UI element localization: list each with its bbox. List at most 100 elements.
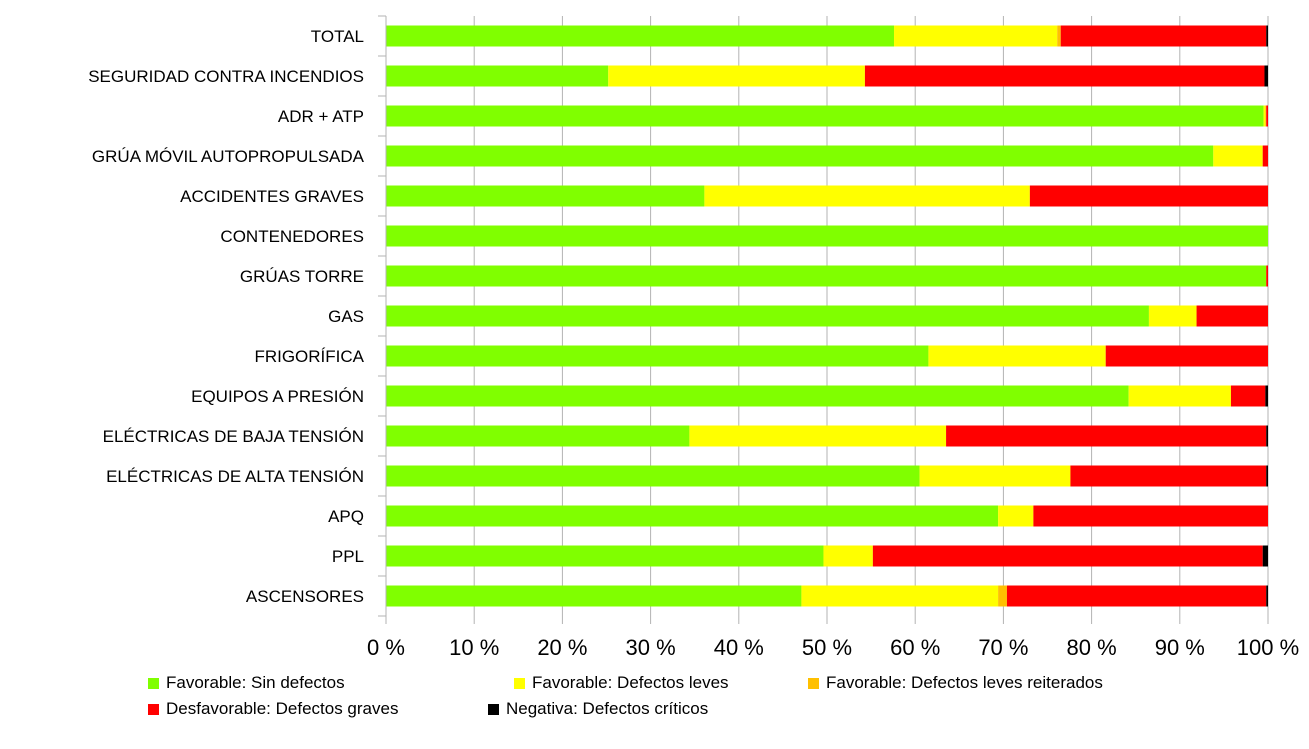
legend-swatch	[514, 677, 525, 689]
bar-segment	[1060, 25, 1267, 47]
legend-label: Favorable: Sin defectos	[166, 673, 345, 692]
bar-segment	[386, 225, 1268, 247]
bar-segment	[386, 185, 705, 207]
x-tick-label: 20 %	[537, 635, 587, 660]
legend-swatch	[488, 703, 499, 715]
bar-segment	[1265, 385, 1268, 407]
x-tick-label: 10 %	[449, 635, 499, 660]
category-label: ACCIDENTES GRAVES	[180, 187, 364, 206]
x-tick-labels: 0 % 10 % 20 % 30 % 40 % 50 % 60 % 70 % 80 % 90 % 1…	[367, 635, 1299, 660]
legend-row: Desfavorable: Defectos graves Negativa: …	[148, 696, 1248, 722]
category-label: ADR + ATP	[278, 107, 364, 126]
bar-segment	[1265, 105, 1267, 127]
bar-segment	[919, 465, 1071, 487]
bar-segment	[1230, 385, 1266, 407]
bar-segment	[704, 185, 1030, 207]
bar-segment	[386, 385, 1129, 407]
bar-segment	[1266, 425, 1268, 447]
bar-segment	[1266, 465, 1268, 487]
category-label: GAS	[328, 307, 364, 326]
category-label: SEGURIDAD CONTRA INCENDIOS	[88, 67, 364, 86]
x-tick-label: 60 %	[890, 635, 940, 660]
bar-segment	[1262, 545, 1268, 567]
legend-swatch	[148, 703, 159, 715]
bar-segment	[386, 25, 895, 47]
bar-segment	[386, 145, 1214, 167]
legend-label: Negativa: Defectos críticos	[506, 699, 709, 718]
bar-segment	[823, 545, 873, 567]
category-label: APQ	[328, 507, 364, 526]
bar-segment	[386, 465, 920, 487]
category-label: PPL	[332, 547, 364, 566]
legend-label: Desfavorable: Defectos graves	[166, 699, 399, 718]
stacked-bar-chart: TOTAL SEGURIDAD CONTRA INCENDIOS ADR + ATP…	[88, 15, 1299, 660]
category-label: GRÚAS TORRE	[240, 267, 364, 286]
bar-segment	[1105, 345, 1268, 367]
category-label: ELÉCTRICAS DE ALTA TENSIÓN	[106, 467, 364, 486]
category-label: CONTENEDORES	[220, 227, 364, 246]
bar-segment	[801, 585, 999, 607]
bar-segment	[998, 505, 1034, 527]
category-label: FRIGORÍFICA	[254, 347, 364, 366]
category-label: GRÚA MÓVIL AUTOPROPULSADA	[92, 147, 365, 166]
category-labels: TOTAL SEGURIDAD CONTRA INCENDIOS ADR + ATP…	[88, 27, 364, 606]
bar-segment	[1264, 65, 1268, 87]
bar-segment	[1266, 265, 1268, 287]
legend-item-defectos-leves: Favorable: Defectos leves	[514, 670, 808, 696]
legend-swatch	[808, 677, 819, 689]
bar-segment	[998, 585, 1007, 607]
bar-segment	[1266, 585, 1268, 607]
x-tick-label: 30 %	[626, 635, 676, 660]
category-label: ASCENSORES	[246, 587, 364, 606]
bar-segment	[1029, 185, 1268, 207]
legend-label: Favorable: Defectos leves	[532, 673, 729, 692]
bar-segment	[1148, 305, 1197, 327]
bar-segment	[608, 65, 865, 87]
legend-item-sin-defectos: Favorable: Sin defectos	[148, 670, 514, 696]
bar-segment	[1213, 145, 1263, 167]
bar-segment	[894, 25, 1058, 47]
bar-segment	[689, 425, 947, 447]
bar-segment	[946, 425, 1267, 447]
bar-segment	[1266, 105, 1268, 127]
bar-segment	[386, 505, 999, 527]
legend-label: Favorable: Defectos leves reiterados	[826, 673, 1103, 692]
bar-segment	[1057, 25, 1061, 47]
bar-segment	[1262, 145, 1268, 167]
x-tick-label: 90 %	[1155, 635, 1205, 660]
legend-row: Favorable: Sin defectos Favorable: Defec…	[148, 670, 1248, 696]
bar-segment	[386, 425, 690, 447]
x-tick-label: 100 %	[1237, 635, 1299, 660]
x-tick-label: 80 %	[1067, 635, 1117, 660]
x-tick-label: 0 %	[367, 635, 405, 660]
bar-segment	[1006, 585, 1267, 607]
bar-segment	[386, 65, 609, 87]
bar-segment	[1070, 465, 1267, 487]
bar-segment	[386, 265, 1267, 287]
bar-segment	[386, 545, 824, 567]
bar-segment	[864, 65, 1265, 87]
bar-segment	[386, 305, 1149, 327]
bar-segment	[928, 345, 1106, 367]
category-label: EQUIPOS A PRESIÓN	[191, 387, 364, 406]
bar-segment	[1266, 25, 1268, 47]
x-tick-label: 40 %	[714, 635, 764, 660]
legend-item-defectos-criticos: Negativa: Defectos críticos	[488, 696, 708, 722]
legend: Favorable: Sin defectos Favorable: Defec…	[148, 670, 1248, 722]
legend-swatch	[148, 677, 159, 689]
legend-item-defectos-leves-reiterados: Favorable: Defectos leves reiterados	[808, 670, 1103, 696]
bar-segment	[872, 545, 1263, 567]
x-tick-label: 50 %	[802, 635, 852, 660]
axes	[378, 15, 387, 617]
category-label: ELÉCTRICAS DE BAJA TENSIÓN	[103, 427, 364, 446]
legend-item-defectos-graves: Desfavorable: Defectos graves	[148, 696, 488, 722]
bar-segment	[386, 345, 929, 367]
bar-segment	[386, 105, 1264, 127]
x-tick-label: 70 %	[978, 635, 1028, 660]
bar-segment	[1196, 305, 1268, 327]
bar-segment	[386, 585, 802, 607]
bar-segment	[1263, 105, 1266, 127]
bars	[386, 25, 1268, 607]
bar-segment	[1128, 385, 1231, 407]
bar-segment	[1033, 505, 1268, 527]
